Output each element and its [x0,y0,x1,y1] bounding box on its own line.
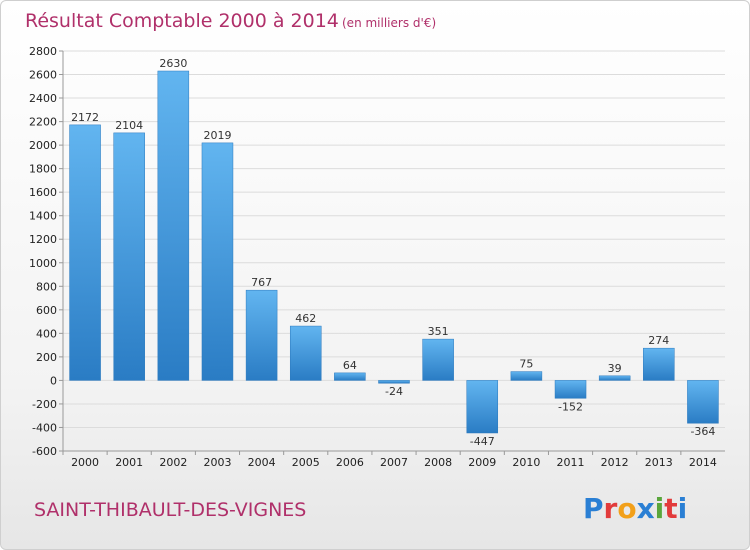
data-label-2013: 274 [648,334,669,347]
data-label-2002: 2630 [159,57,187,70]
y-tick-label: -400 [32,421,57,434]
x-tick-label-2003: 2003 [203,456,231,469]
y-tick-label: 2600 [29,69,57,82]
x-tick-label-2005: 2005 [292,456,320,469]
x-tick-label-2009: 2009 [468,456,496,469]
bar-2008 [422,338,454,381]
y-tick-label: 1200 [29,233,57,246]
y-tick-label: 400 [36,327,57,340]
bar-2014 [687,380,719,424]
x-tick-label-2008: 2008 [424,456,452,469]
y-tick-label: -200 [32,398,57,411]
x-tick-label-2000: 2000 [71,456,99,469]
proxiti-logo: Proxiti [583,492,687,525]
x-tick-label-2013: 2013 [645,456,673,469]
data-label-2003: 2019 [203,129,231,142]
y-tick-label: 1400 [29,210,57,223]
bar-2002 [157,70,190,381]
data-label-2009: -447 [470,435,495,448]
data-label-2005: 462 [295,312,316,325]
data-label-2007: -24 [385,385,403,398]
bar-2010 [510,371,543,381]
x-tick-label-2012: 2012 [601,456,629,469]
data-label-2014: -364 [690,425,715,438]
x-tick-label-2006: 2006 [336,456,364,469]
bar-2004 [245,289,278,381]
data-labels: 2172 2104 2630 2019 767 462 64 -24 351 -447 75 -152… [71,57,715,448]
x-tick-label-2002: 2002 [159,456,187,469]
data-label-2008: 351 [428,325,449,338]
chart-subtitle: (en milliers d'€) [342,16,436,30]
bar-2009 [466,380,499,434]
bar-2006 [334,372,366,381]
y-tick-label: 200 [36,351,57,364]
axes: -600 -400 -200 0 200 400 600 800 1000 1200 1400 160… [29,45,725,469]
y-tick-label: 2400 [29,92,57,105]
bar-2001 [113,132,145,381]
x-tick-label-2004: 2004 [248,456,276,469]
y-tick-label: 800 [36,280,57,293]
chart-title: Résultat Comptable 2000 à 2014 [25,10,339,32]
x-tick-label-2014: 2014 [689,456,717,469]
data-label-2006: 64 [343,359,357,372]
y-tick-label: 2000 [29,139,57,152]
bar-2005 [289,325,322,381]
y-tick-label: 2200 [29,116,57,129]
x-tick-label-2007: 2007 [380,456,408,469]
bar-2013 [643,347,675,381]
bar-2007 [378,380,410,384]
x-tick-label-2011: 2011 [557,456,585,469]
x-tick-label-2010: 2010 [512,456,540,469]
bars [69,70,719,434]
data-label-2012: 39 [608,362,622,375]
bar-2000 [69,124,101,381]
data-label-2011: -152 [558,400,583,413]
data-label-2010: 75 [519,358,533,371]
data-label-2000: 2172 [71,111,99,124]
y-tick-label: 1600 [29,186,57,199]
data-label-2001: 2104 [115,119,143,132]
y-tick-label: 600 [36,304,57,317]
bar-2012 [598,375,631,381]
data-label-2004: 767 [251,276,272,289]
y-tick-label: 2800 [29,45,57,58]
y-tick-label: 1000 [29,257,57,270]
x-tick-label-2001: 2001 [115,456,143,469]
y-tick-label: -600 [32,445,57,458]
commune-name: SAINT-THIBAULT-DES-VIGNES [34,499,306,521]
y-tick-label: 1800 [29,163,57,176]
y-tick-label: 0 [50,374,57,387]
bar-2003 [201,142,234,381]
bar-2011 [554,380,587,399]
